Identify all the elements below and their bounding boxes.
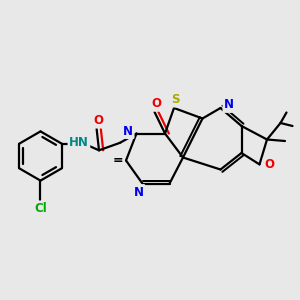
- Text: N: N: [134, 185, 144, 199]
- Text: N: N: [123, 124, 133, 138]
- Text: S: S: [171, 93, 179, 106]
- Text: O: O: [151, 97, 161, 110]
- Text: Cl: Cl: [34, 202, 47, 215]
- Text: N: N: [224, 98, 234, 112]
- Text: =: =: [112, 154, 123, 167]
- Text: O: O: [264, 158, 274, 172]
- Text: O: O: [94, 114, 104, 127]
- Text: HN: HN: [69, 136, 89, 149]
